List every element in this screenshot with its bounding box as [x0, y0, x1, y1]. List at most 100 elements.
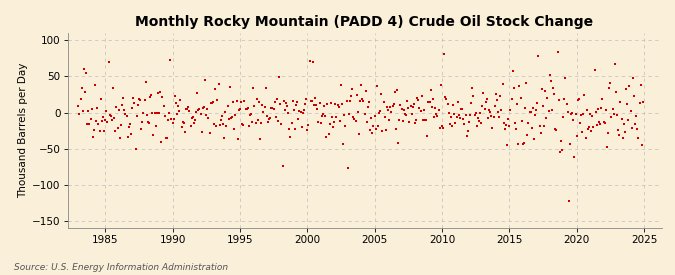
- Point: [585, 112, 595, 117]
- Point: [402, 99, 412, 104]
- Point: [306, 98, 317, 103]
- Point: [634, 101, 645, 105]
- Point: [100, 117, 111, 122]
- Point: [254, 136, 265, 141]
- Point: [369, 114, 380, 118]
- Point: [291, 103, 302, 108]
- Point: [504, 124, 515, 129]
- Point: [460, 112, 471, 117]
- Point: [208, 100, 219, 104]
- Point: [516, 119, 527, 123]
- Point: [92, 106, 103, 111]
- Point: [342, 166, 353, 170]
- Point: [130, 147, 141, 152]
- Point: [442, 102, 453, 107]
- Point: [176, 125, 187, 129]
- Point: [149, 111, 160, 115]
- Point: [500, 126, 510, 131]
- Point: [633, 136, 644, 140]
- Point: [470, 111, 481, 115]
- Point: [610, 61, 620, 66]
- Point: [484, 108, 495, 112]
- Point: [464, 113, 475, 117]
- Point: [161, 136, 171, 141]
- Point: [458, 117, 468, 121]
- Point: [198, 106, 209, 110]
- Point: [294, 108, 305, 113]
- Point: [637, 143, 647, 147]
- Point: [238, 122, 248, 127]
- Point: [240, 106, 251, 111]
- Point: [105, 114, 116, 119]
- Point: [201, 113, 212, 117]
- Point: [547, 86, 558, 90]
- Point: [163, 118, 173, 123]
- Point: [364, 128, 375, 132]
- Point: [564, 199, 574, 203]
- Point: [359, 112, 370, 116]
- Point: [587, 113, 598, 118]
- Point: [122, 135, 133, 139]
- Point: [388, 102, 399, 106]
- Point: [469, 112, 480, 117]
- Point: [400, 112, 410, 116]
- Point: [491, 98, 502, 102]
- Point: [617, 136, 628, 141]
- Point: [405, 104, 416, 108]
- Point: [561, 102, 572, 106]
- Point: [364, 100, 375, 105]
- Point: [298, 108, 309, 112]
- Point: [112, 126, 123, 131]
- Point: [373, 124, 383, 128]
- Point: [83, 108, 94, 113]
- Point: [339, 113, 350, 117]
- Point: [126, 132, 136, 137]
- Point: [574, 120, 585, 125]
- Point: [146, 93, 157, 97]
- Point: [554, 150, 565, 154]
- Point: [305, 99, 316, 103]
- Point: [533, 54, 544, 58]
- Point: [151, 124, 161, 128]
- Point: [541, 115, 551, 120]
- Point: [279, 108, 290, 112]
- Point: [338, 142, 348, 146]
- Point: [232, 136, 243, 141]
- Point: [497, 82, 508, 86]
- Point: [221, 124, 232, 129]
- Point: [335, 82, 346, 87]
- Point: [354, 132, 364, 136]
- Point: [186, 116, 197, 120]
- Point: [198, 104, 209, 109]
- Point: [461, 134, 472, 139]
- Point: [616, 117, 627, 122]
- Point: [267, 106, 278, 110]
- Point: [105, 113, 115, 117]
- Point: [113, 108, 124, 112]
- Point: [192, 91, 202, 95]
- Point: [627, 76, 638, 80]
- Point: [360, 89, 371, 93]
- Point: [520, 81, 531, 85]
- Point: [584, 125, 595, 129]
- Point: [81, 71, 92, 75]
- Point: [333, 105, 344, 109]
- Point: [227, 115, 238, 119]
- Point: [620, 87, 631, 91]
- Point: [537, 87, 547, 92]
- Point: [601, 108, 612, 113]
- Point: [327, 124, 338, 129]
- Point: [518, 141, 529, 145]
- Point: [468, 94, 479, 98]
- Point: [481, 100, 491, 104]
- Point: [195, 111, 206, 116]
- Point: [209, 122, 219, 127]
- Point: [136, 126, 146, 131]
- Point: [82, 122, 92, 126]
- Point: [288, 108, 299, 112]
- Point: [269, 100, 280, 104]
- Point: [540, 89, 551, 94]
- Point: [268, 107, 279, 111]
- Point: [448, 103, 458, 107]
- Point: [330, 101, 341, 106]
